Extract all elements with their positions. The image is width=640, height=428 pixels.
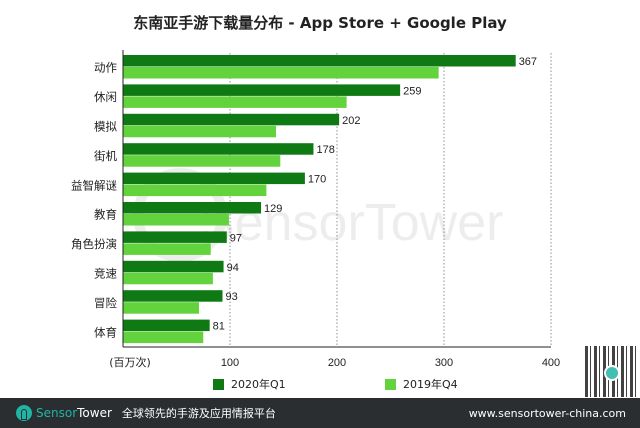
x-axis-label: (百万次) (109, 355, 151, 369)
qr-code (585, 346, 636, 397)
bar-2020q1 (123, 84, 401, 96)
category-label: 模拟 (94, 120, 117, 134)
bar-2020q1 (123, 55, 516, 67)
sensortower-logo-icon (16, 405, 32, 421)
footer-tagline: 全球领先的手游及应用情报平台 (121, 407, 276, 420)
data-label: 81 (213, 321, 225, 333)
category-label: 竞速 (94, 267, 117, 281)
legend-item-2020q1: 2020年Q1 (213, 376, 286, 392)
sensortower-logo: Sensor Tower (16, 405, 122, 421)
category-label: 休闲 (94, 90, 117, 104)
bar-2019q4 (123, 214, 229, 226)
data-label: 170 (308, 174, 326, 186)
footer-url[interactable]: www.sensortower-china.com (468, 406, 626, 420)
bar-2019q4 (123, 125, 277, 138)
bar-2020q1 (123, 319, 210, 332)
bar-2019q4 (123, 272, 213, 285)
data-label: 93 (226, 291, 238, 303)
bar-2019q4 (123, 302, 199, 314)
x-tick-label: 200 (328, 357, 346, 369)
legend-label: 2020年Q1 (231, 378, 286, 391)
data-label: 129 (264, 203, 282, 215)
bar-2019q4 (123, 155, 281, 167)
category-label: 街机 (94, 149, 117, 163)
legend-swatch (385, 378, 396, 390)
bar-2019q4 (123, 331, 204, 344)
bar-2019q4 (123, 184, 267, 197)
x-tick-label: 300 (435, 357, 453, 369)
category-label: 动作 (94, 61, 117, 75)
data-label: 94 (227, 262, 239, 274)
data-label: 202 (342, 115, 360, 127)
bar-2020q1 (123, 231, 227, 243)
chart-title: 东南亚手游下载量分布 - App Store + Google Play (133, 14, 507, 32)
x-tick-label: 400 (542, 357, 560, 369)
brand-name-part1: Sensor (36, 406, 78, 420)
legend-swatch (213, 378, 224, 390)
category-label: 冒险 (94, 296, 117, 310)
data-label: 97 (230, 232, 242, 244)
category-label: 益智解谜 (71, 178, 117, 192)
category-label: 体育 (94, 325, 117, 339)
x-tick-label: 100 (221, 357, 239, 369)
bar-2019q4 (123, 243, 211, 255)
data-label: 367 (519, 56, 537, 68)
data-label: 259 (403, 85, 421, 97)
brand-name-part2: Tower (77, 406, 112, 420)
bar-2020q1 (123, 113, 340, 126)
category-label: 角色扮演 (71, 237, 117, 251)
bar-2020q1 (123, 172, 305, 185)
footer-bar: Sensor Tower 全球领先的手游及应用情报平台 www.sensortow… (0, 398, 640, 428)
bar-2020q1 (123, 260, 224, 273)
data-label: 178 (316, 144, 334, 156)
category-label: 教育 (94, 208, 117, 222)
bar-2020q1 (123, 143, 314, 155)
bar-2019q4 (123, 96, 347, 108)
bar-2020q1 (123, 202, 262, 214)
bar-2020q1 (123, 290, 223, 302)
bar-2019q4 (123, 67, 439, 79)
legend-item-2019q4: 2019年Q4 (385, 376, 458, 392)
legend-label: 2019年Q4 (403, 378, 458, 391)
